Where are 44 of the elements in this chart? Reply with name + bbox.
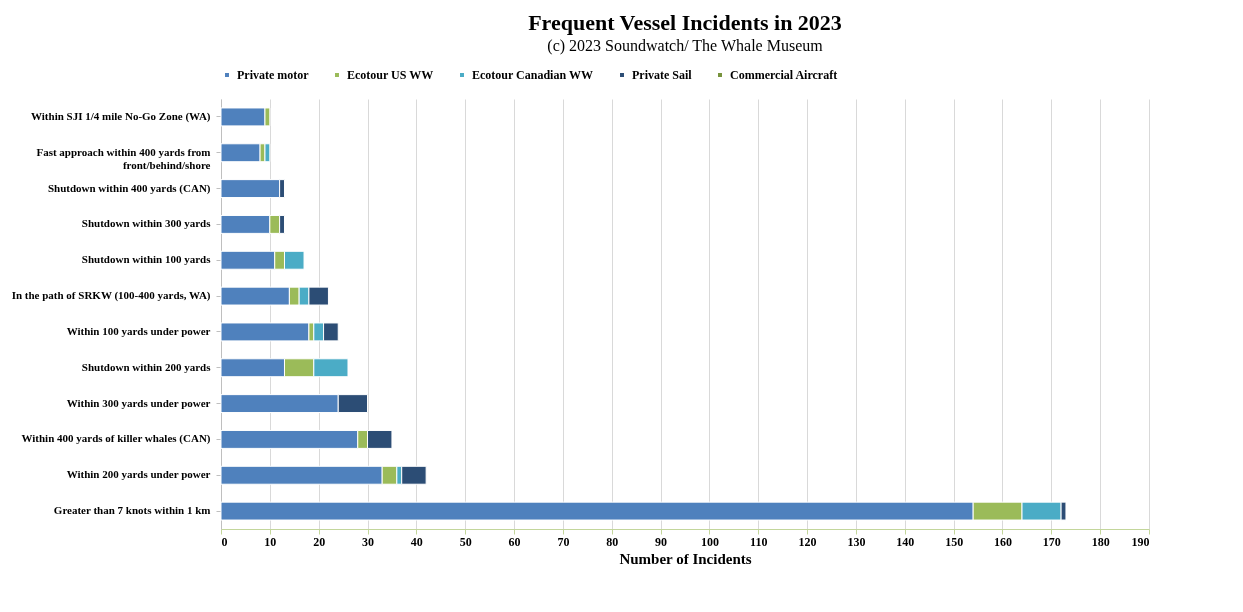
y-tick-label: Shutdown within 300 yards <box>81 217 212 230</box>
legend-label: Commercial Aircraft <box>730 68 838 82</box>
y-tick-label: Within 100 yards under power <box>66 324 211 337</box>
y-tick-label: Within SJI 1/4 mile No-Go Zone (WA) <box>31 109 211 123</box>
x-tick-label: 70 <box>557 534 570 549</box>
x-tick-label: 40 <box>410 534 423 549</box>
x-tick-label: 80 <box>606 534 619 549</box>
x-tick-label: 0 <box>221 534 228 549</box>
x-tick-label: 30 <box>362 534 375 549</box>
y-tick-label: Within 300 yards under power <box>66 396 211 409</box>
y-tick-label: In the path of SRKW (100-400 yards, WA) <box>11 289 211 303</box>
x-tick-label: 100 <box>700 534 719 549</box>
legend-label: Private Sail <box>632 68 693 82</box>
x-tick-label: 60 <box>508 534 521 549</box>
legend-label: Ecotour Canadian WW <box>472 68 593 82</box>
bar <box>220 179 281 199</box>
chart-subtitle: (c) 2023 Soundwatch/ The Whale Museum <box>547 37 824 55</box>
x-tick-label: 160 <box>993 534 1012 549</box>
x-tick-label: 140 <box>896 534 915 549</box>
legend-label: Ecotour US WW <box>347 68 434 82</box>
x-tick-label: 90 <box>655 534 668 549</box>
x-tick-label: 170 <box>1042 534 1061 549</box>
x-tick-label: 10 <box>264 534 277 549</box>
x-tick-label: 180 <box>1091 534 1110 549</box>
y-tick-label: Within 200 yards under power <box>66 468 211 481</box>
chart-title: Frequent Vessel Incidents in 2023 <box>528 10 842 35</box>
x-tick-label: 20 <box>313 534 326 549</box>
x-tick-label: 120 <box>798 534 817 549</box>
y-tick-label: Greater than 7 knots within 1 km <box>53 504 211 517</box>
x-tick-label: 190 <box>1131 534 1150 549</box>
y-tick-label: Shutdown within 400 yards (CAN) <box>47 181 211 195</box>
legend-label: Private motor <box>237 68 310 82</box>
x-tick-label: 110 <box>750 534 768 549</box>
x-tick-label: 150 <box>945 534 964 549</box>
y-tick-label: Shutdown within 100 yards <box>81 253 212 266</box>
y-tick-label: Within 400 yards of killer whales (CAN) <box>21 432 211 446</box>
y-tick-label: Fast approach within 400 yards from front/behind/shore <box>36 145 211 171</box>
x-axis-title: Number of Incidents <box>619 550 752 567</box>
x-tick-label: 130 <box>847 534 866 549</box>
bar <box>220 322 310 342</box>
bar <box>220 143 261 163</box>
y-tick-label: Shutdown within 200 yards <box>81 360 212 373</box>
bar <box>220 107 266 127</box>
x-tick-label: 50 <box>459 534 472 549</box>
